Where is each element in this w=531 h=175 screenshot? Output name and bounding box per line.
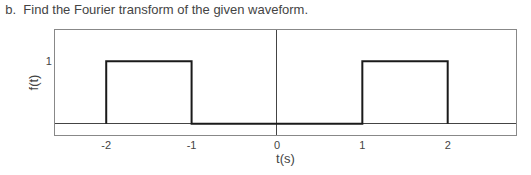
svg-text:-1: -1 — [187, 139, 197, 151]
svg-text:1: 1 — [46, 55, 52, 67]
svg-text:b. Find the Fourier transform: b. Find the Fourier transform of the giv… — [5, 2, 308, 17]
svg-text:2: 2 — [445, 139, 451, 151]
svg-text:0: 0 — [274, 139, 280, 151]
svg-text:t(s): t(s) — [276, 151, 295, 166]
svg-text:f(t): f(t) — [26, 75, 41, 91]
svg-text:1: 1 — [359, 139, 365, 151]
svg-text:-2: -2 — [101, 139, 111, 151]
